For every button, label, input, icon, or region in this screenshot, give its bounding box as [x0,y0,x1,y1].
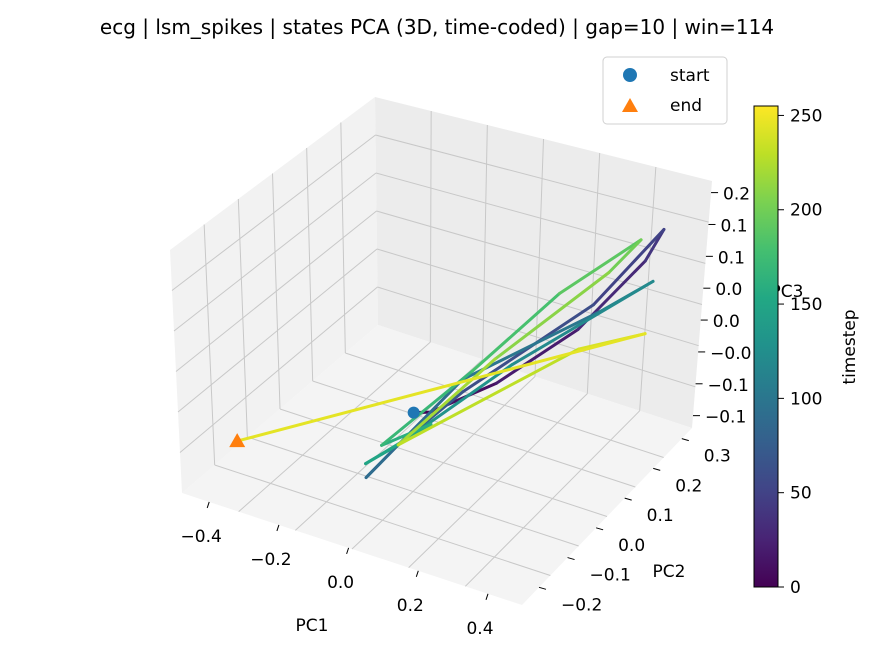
colorbar-label: timestep [840,309,860,384]
colorbar-gradient [753,105,779,588]
trajectory-segment [607,238,643,274]
x-tick-label: 0.0 [327,573,354,593]
axes-3d [170,97,712,605]
colorbar: 0 50 100 150 200 250 timestep [753,105,860,598]
trajectory-segment [470,292,561,373]
y-tick [567,557,575,561]
trajectory [235,227,666,480]
z-tick-label: 0.1 [720,216,747,236]
start-marker [407,406,420,419]
x-tick-label: −0.2 [250,550,291,570]
y-tick-label: 0.0 [618,536,645,556]
z-tick-labels: −0.1 −0.1 −0.0 0.0 0.0 0.1 0.1 0.2 [693,185,751,428]
z-axis-label: PC3 [771,282,804,302]
trajectory-segment [510,279,655,367]
y-tick [538,586,547,590]
legend: start end [602,56,728,125]
trajectory-segment [396,357,497,447]
y-tick-label: 0.3 [704,447,731,467]
legend-start-marker [623,68,637,82]
colorbar-tick-label: 250 [790,106,822,126]
z-tick-label: 0.2 [723,185,750,205]
colorbar-ticks: 0 50 100 150 200 250 [778,106,822,598]
y-axis-label: PC2 [653,562,686,582]
gridline [464,410,641,587]
gridlines [171,110,709,587]
z-tick-label: 0.0 [713,312,740,332]
x-tick [206,501,210,509]
x-tick-label: 0.4 [466,619,493,639]
pane-left [170,97,378,493]
z-tick-label: −0.0 [710,344,751,364]
pane-back [375,97,712,428]
y-tick [595,527,604,531]
gridline [171,134,376,291]
x-tick-label: 0.2 [397,596,424,616]
trajectory-segment [493,271,611,361]
trajectory-segment [558,238,643,296]
y-tick-label: −0.2 [561,595,602,615]
x-axis-label: PC1 [296,616,329,636]
x-tick-label: −0.4 [181,527,222,547]
trajectory-segment [235,332,647,443]
y-tick-label: 0.2 [675,476,702,496]
x-tick-labels: −0.4 −0.2 0.0 0.2 0.4 [181,501,494,639]
z-tick-label: 0.1 [718,248,745,268]
trajectory-segment [380,422,433,447]
y-tick-label: −0.1 [590,566,631,586]
x-tick [485,593,489,600]
legend-start-label: start [670,66,710,86]
legend-end-label: end [670,96,702,116]
x-tick [346,547,350,555]
y-tick [653,467,661,471]
z-tick-label: −0.1 [705,408,746,428]
markers [229,406,420,448]
pane-floor [182,325,692,605]
colorbar-tick-label: 200 [790,201,822,221]
colorbar-tick-label: 50 [790,484,812,504]
colorbar-tick-label: 100 [790,389,822,409]
gridline [375,134,709,223]
y-tick-label: 0.1 [647,506,674,526]
end-marker [229,433,246,448]
colorbar-tick-label: 0 [790,578,801,598]
z-tick-label: 0.0 [715,280,742,300]
trajectory-segment [364,377,464,480]
chart-title: ecg | lsm_spikes | states PCA (3D, time-… [100,15,774,39]
trajectory-segment [494,328,580,385]
x-tick [415,570,419,577]
trajectory-segment [396,347,581,447]
x-tick [276,524,280,532]
y-tick [624,497,632,501]
legend-end-marker [622,98,638,112]
trajectory-segment [592,227,666,307]
y-tick-labels: −0.2 −0.1 0.00.10.20.3 [538,438,731,615]
z-tick-label: −0.1 [708,376,749,396]
y-tick [681,438,689,442]
colorbar-tick-label: 150 [790,295,822,315]
